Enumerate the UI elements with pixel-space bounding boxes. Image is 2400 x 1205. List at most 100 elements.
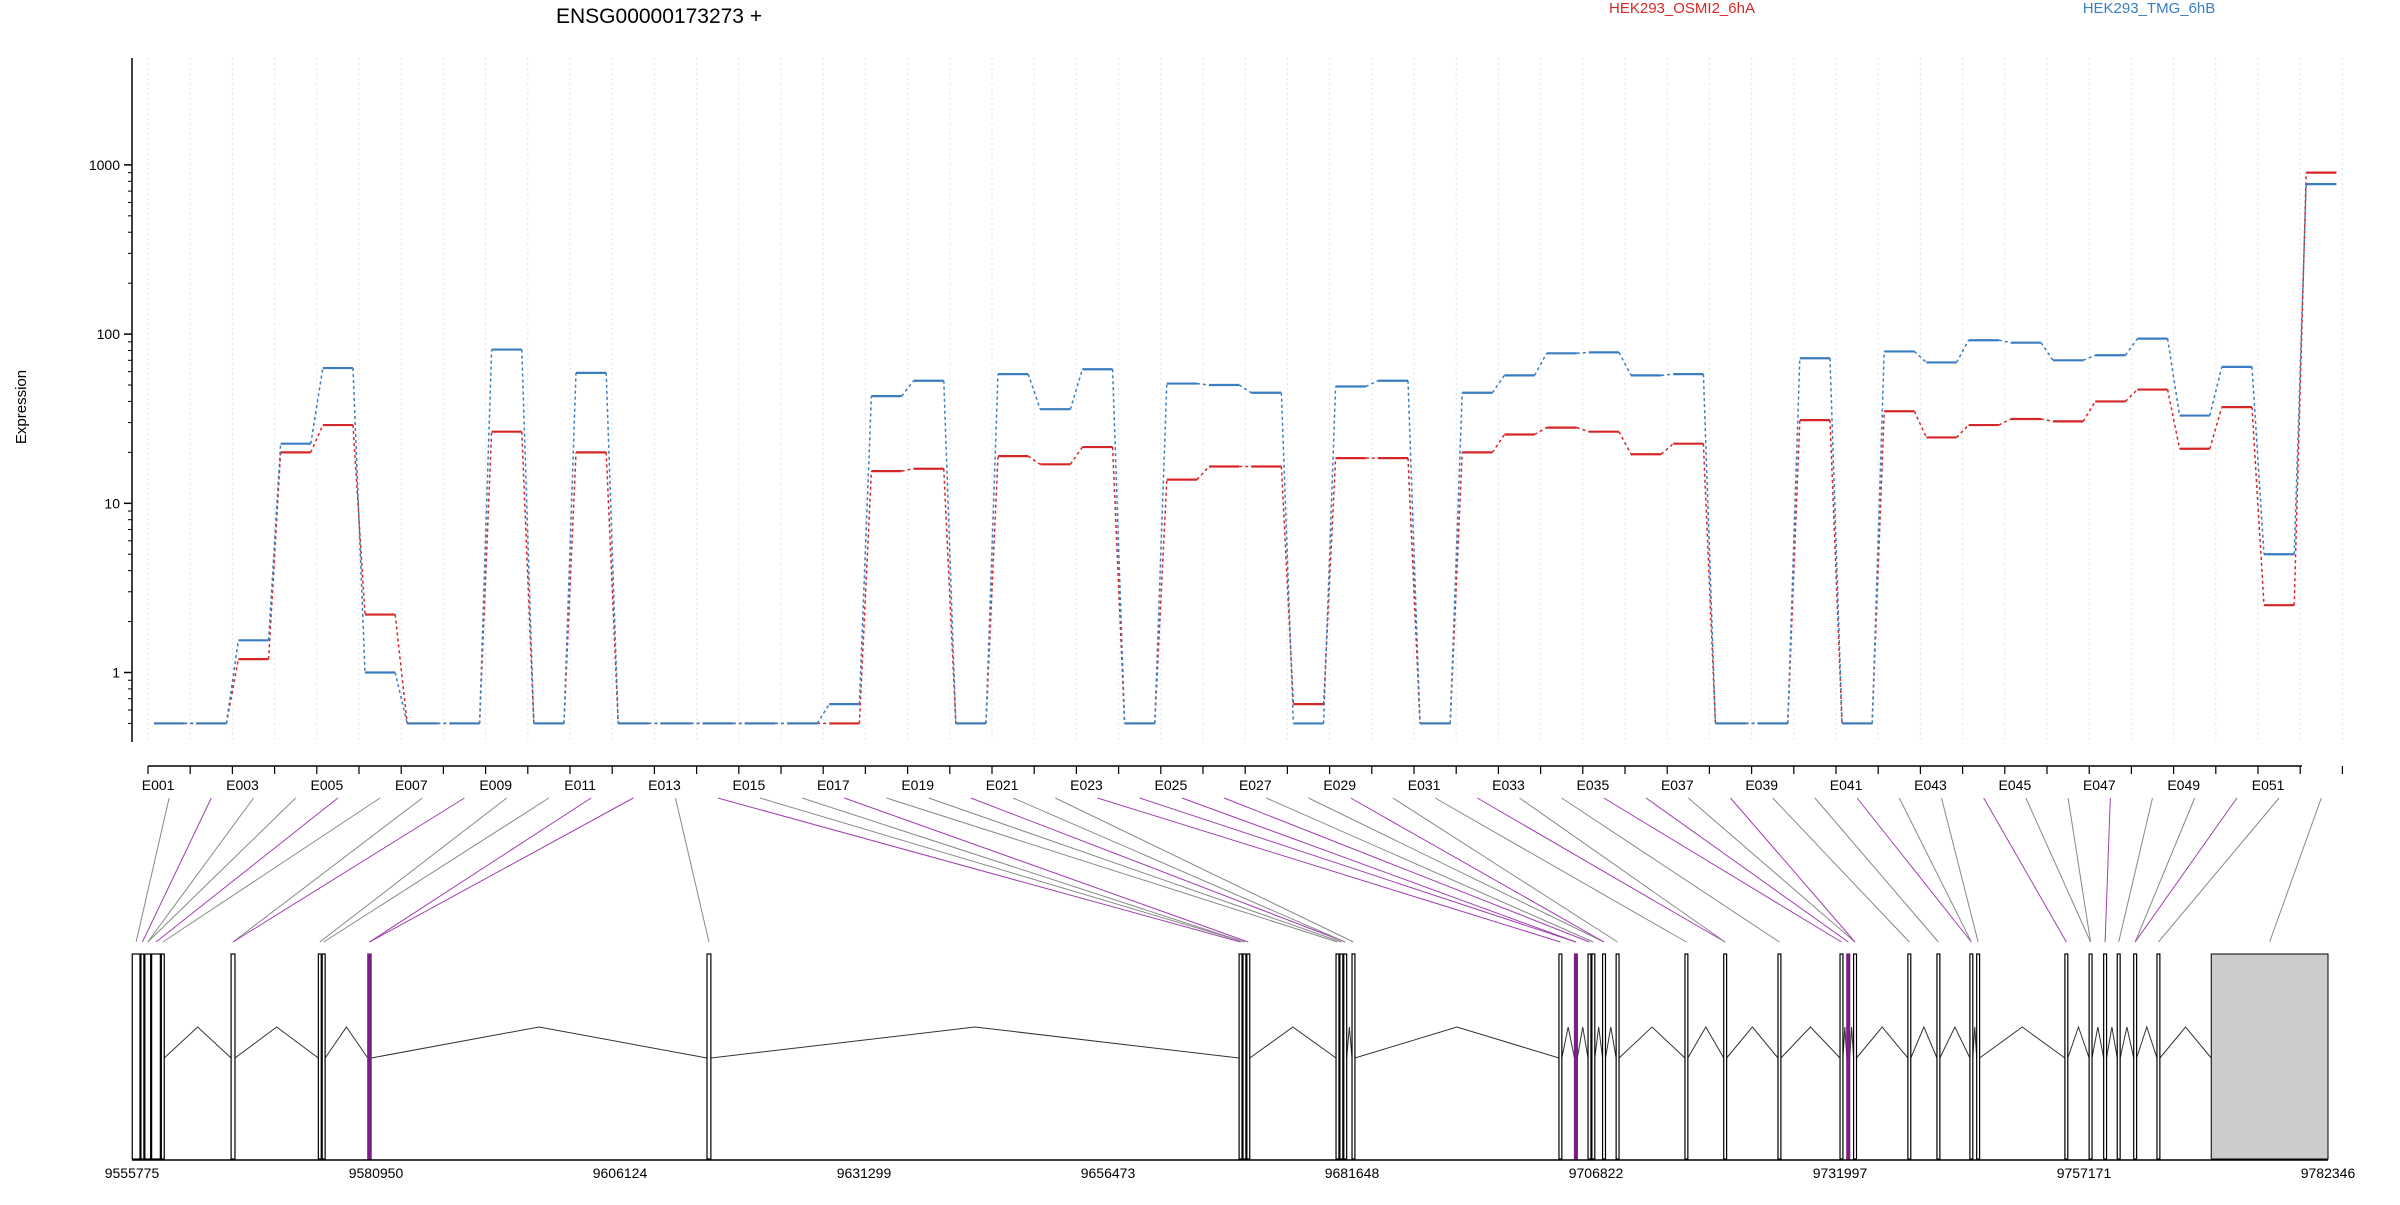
x-tick-label-E051: E051 (2252, 777, 2285, 793)
series-2-connector-43 (1998, 339, 2011, 344)
connector-E010 (323, 797, 550, 943)
intron-17 (1561, 1026, 1575, 1059)
exon-box-24 (1723, 953, 1728, 1160)
x-tick-label-E041: E041 (1830, 777, 1863, 793)
x-tick-label-E009: E009 (479, 777, 512, 793)
x-tick-label-E027: E027 (1239, 777, 1272, 793)
intron-8 (371, 1026, 708, 1059)
connector-E001 (135, 797, 170, 943)
intron-21 (1604, 1026, 1617, 1059)
series-2-connector-40 (1871, 351, 1885, 724)
connector-E019 (928, 797, 1342, 943)
x-tick-label-E021: E021 (986, 777, 1019, 793)
genomic-tick-label-8: 9757171 (2057, 1165, 2112, 1181)
exon-box-34 (2088, 953, 2093, 1160)
series-2-connector-47 (2166, 338, 2181, 416)
connector-E007 (232, 797, 423, 943)
connector-E009 (319, 797, 508, 943)
x-tick-label-E043: E043 (1914, 777, 1947, 793)
connector-E048 (2118, 797, 2153, 943)
y-axis: 1 10 100 1000 (89, 58, 133, 742)
x-tick-label-E037: E037 (1661, 777, 1694, 793)
intron-9 (710, 1026, 1240, 1059)
series-1-connector-2 (267, 452, 282, 660)
connector-layer (135, 797, 2322, 943)
x-tick-label-E013: E013 (648, 777, 681, 793)
connector-E002 (141, 797, 212, 943)
intron-28 (1856, 1026, 1909, 1059)
connector-E031 (1434, 797, 1687, 943)
gene-track (131, 953, 2329, 1160)
intron-30 (1939, 1025, 1971, 1059)
x-axis: E001 E003 E005 E007 E009 E011 E013 E015 E017 E019… (142, 765, 2343, 793)
connector-E041 (1856, 797, 1972, 943)
genomic-tick-label-9: 9782346 (2301, 1165, 2356, 1181)
connector-E033 (1519, 797, 1726, 943)
y-tick-label-1: 10 (104, 495, 120, 511)
exon-box-35 (2103, 953, 2108, 1160)
series-2-connector-27 (1322, 386, 1337, 724)
connector-E043 (1941, 797, 1979, 943)
series-1-connector-20 (1027, 455, 1041, 465)
series-2-connector-9 (563, 372, 577, 724)
exon-box-9 (706, 953, 712, 1160)
connector-E023 (1097, 797, 1561, 943)
x-tick-label-E025: E025 (1155, 777, 1188, 793)
x-tick-label-E023: E023 (1070, 777, 1103, 793)
genomic-tick-label-2: 9606124 (593, 1165, 648, 1181)
connector-E014 (717, 797, 1241, 943)
intron-22 (1618, 1026, 1686, 1059)
y-tick-label-3: 1000 (89, 157, 120, 173)
x-tick-label-E007: E007 (395, 777, 428, 793)
connector-E052 (2269, 797, 2322, 943)
connector-E051 (2158, 797, 2280, 943)
connector-E026 (1223, 797, 1590, 943)
intron-37 (2136, 1025, 2158, 1059)
exon-box-22 (1615, 953, 1620, 1160)
genomic-tick-label-0: 9555775 (105, 1165, 160, 1181)
series-1-connector-45 (2082, 401, 2096, 422)
series-1-connector-16 (858, 471, 873, 724)
exon-box-37 (2133, 953, 2138, 1160)
intron-18 (1576, 1026, 1589, 1059)
intron-5 (234, 1026, 319, 1059)
series-2-connector-42 (1955, 339, 1970, 363)
exon-box-20 (1591, 953, 1596, 1160)
connector-E021 (1012, 797, 1346, 943)
connector-E003 (147, 797, 254, 943)
connector-E034 (1561, 797, 1780, 943)
legend-label-series-1: HEK293_OSMI2_6hA (1609, 0, 1755, 17)
series-2-connector-15 (816, 703, 830, 724)
series-2-connector-48 (2209, 366, 2223, 416)
connector-E027 (1266, 797, 1594, 943)
connector-E022 (1055, 797, 1354, 943)
connector-E042 (1898, 797, 1972, 943)
intron-4 (163, 1026, 232, 1059)
intron-20 (1594, 1026, 1604, 1059)
series-1-connector-43 (1998, 418, 2012, 426)
series-1-connector-27 (1322, 458, 1337, 705)
series-1-connector-42 (1956, 424, 1970, 438)
exon-box-23 (1684, 953, 1689, 1160)
chart-title: ENSG00000173273 + (556, 5, 762, 28)
exon-box-11 (1242, 953, 1247, 1160)
x-tick-label-E029: E029 (1323, 777, 1356, 793)
connector-E025 (1181, 797, 1577, 943)
exon-box-31 (1969, 953, 1974, 1160)
intron-34 (2091, 1026, 2105, 1059)
genomic-tick-label-1: 9580950 (349, 1165, 404, 1181)
connector-E030 (1392, 797, 1618, 943)
connector-E038 (1730, 797, 1856, 943)
series-1-connector-50 (2293, 172, 2307, 606)
genomic-tick-label-3: 9631299 (837, 1165, 892, 1181)
intron-27 (1849, 1026, 1855, 1059)
intron-36 (2119, 1026, 2135, 1059)
connector-E046 (2067, 797, 2092, 943)
series-2-connector-49 (2251, 366, 2265, 555)
intron-15 (1346, 1026, 1353, 1059)
connector-E036 (1645, 797, 1849, 943)
intron-29 (1910, 1025, 1938, 1059)
exon-box-18 (1573, 953, 1578, 1160)
exon-box-19 (1587, 953, 1592, 1160)
series-2-connector-38 (1787, 358, 1801, 724)
